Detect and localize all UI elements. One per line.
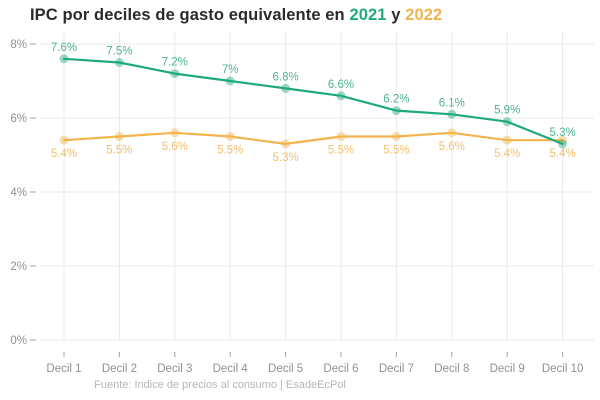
y-tick-label: 4% bbox=[10, 187, 27, 199]
data-label: 6.6% bbox=[328, 79, 354, 91]
title-year-2021: 2021 bbox=[349, 6, 387, 24]
data-point bbox=[336, 132, 346, 141]
x-tick-label: Decil 7 bbox=[379, 363, 414, 375]
data-point bbox=[114, 132, 124, 141]
data-point bbox=[391, 106, 401, 116]
data-label: 5.5% bbox=[106, 145, 132, 157]
x-tick-label: Decil 3 bbox=[157, 363, 192, 375]
data-label: 7.6% bbox=[51, 42, 77, 54]
data-point bbox=[170, 128, 180, 138]
x-tick-label: Decil 2 bbox=[102, 363, 137, 375]
data-label: 7.5% bbox=[106, 46, 132, 58]
x-tick-label: Decil 4 bbox=[213, 363, 249, 375]
data-label: 5.4% bbox=[494, 148, 520, 160]
data-label: 5.3% bbox=[272, 152, 298, 164]
data-point bbox=[225, 132, 235, 141]
y-tick-label: 6% bbox=[10, 113, 27, 125]
data-label: 5.6% bbox=[439, 141, 465, 153]
data-label: 5.5% bbox=[217, 145, 243, 157]
data-label: 6.2% bbox=[383, 94, 409, 106]
data-label: 5.5% bbox=[328, 145, 354, 157]
x-tick-label: Decil 8 bbox=[434, 363, 469, 375]
x-tick-label: Decil 1 bbox=[46, 363, 81, 375]
x-tick-label: Decil 9 bbox=[490, 363, 525, 375]
y-tick-label: 2% bbox=[10, 261, 27, 273]
data-label: 7.2% bbox=[162, 57, 188, 69]
y-tick-label: 0% bbox=[10, 335, 27, 347]
data-point bbox=[391, 132, 401, 141]
data-label: 6.1% bbox=[439, 97, 465, 109]
data-label: 5.4% bbox=[549, 148, 575, 160]
data-label: 5.3% bbox=[549, 127, 575, 139]
data-point bbox=[59, 135, 69, 145]
data-label: 5.4% bbox=[51, 148, 77, 160]
series-line-2021 bbox=[62, 57, 564, 145]
x-tick-label: Decil 5 bbox=[268, 363, 303, 375]
data-point bbox=[114, 58, 124, 67]
title-prefix: IPC por deciles de gasto equivalente en bbox=[30, 6, 350, 24]
data-point bbox=[558, 139, 568, 149]
data-point bbox=[502, 135, 512, 145]
data-point bbox=[336, 91, 346, 101]
data-label: 6.8% bbox=[272, 71, 298, 83]
data-point bbox=[281, 83, 291, 93]
data-label: 7% bbox=[222, 64, 239, 76]
data-label: 5.9% bbox=[494, 105, 520, 117]
data-point bbox=[281, 139, 291, 149]
data-point bbox=[59, 54, 69, 64]
source-note: Fuente: Indice de precios al consumo | E… bbox=[94, 379, 346, 391]
x-tick-label: Decil 6 bbox=[323, 363, 358, 375]
data-point bbox=[447, 109, 457, 119]
data-label: 5.5% bbox=[383, 145, 409, 157]
data-label: 5.6% bbox=[162, 141, 188, 153]
chart-title: IPC por deciles de gasto equivalente en … bbox=[30, 6, 442, 25]
x-tick-label: Decil 10 bbox=[542, 363, 584, 375]
data-point bbox=[225, 76, 235, 86]
series-line-2022 bbox=[62, 131, 564, 145]
title-conjunction: y bbox=[386, 6, 406, 24]
title-year-2022: 2022 bbox=[405, 6, 443, 24]
data-point bbox=[170, 69, 180, 79]
y-tick-label: 8% bbox=[10, 39, 27, 51]
data-point bbox=[502, 117, 512, 127]
data-point bbox=[447, 128, 457, 138]
